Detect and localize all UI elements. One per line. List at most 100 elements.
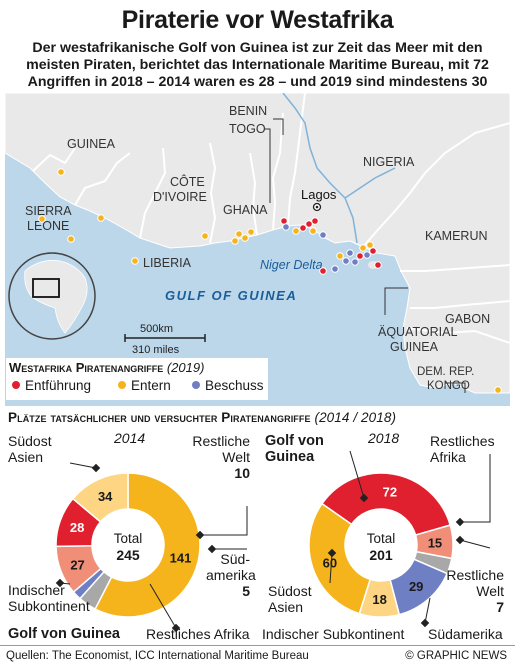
lagos-marker-center	[315, 205, 319, 209]
attack-dot	[292, 227, 300, 235]
lbl-text: Subkontinent	[8, 598, 90, 614]
lbl-value: 10	[234, 465, 250, 481]
lbl-text: Welt	[222, 449, 250, 465]
slice-value-label: 28	[70, 520, 84, 535]
legend-label: Entern	[131, 378, 171, 393]
attack-dot	[305, 220, 313, 228]
leader-line	[349, 450, 365, 499]
lbl-text: Asien	[268, 599, 304, 615]
lbl-text: Restliche	[446, 567, 504, 583]
attack-dot	[131, 257, 139, 265]
leader-line	[200, 506, 248, 536]
donut-slice	[71, 472, 129, 523]
attack-dot	[319, 231, 327, 239]
leader-line	[459, 539, 491, 549]
label-gabon: GABON	[445, 312, 490, 326]
lbl-text: Süd-	[220, 551, 250, 567]
donut-slice	[320, 472, 452, 536]
donut-center-label: Total	[367, 531, 396, 546]
leader-marker	[420, 618, 430, 628]
slice-value-label: 60	[323, 555, 337, 570]
lbl-value: 7	[496, 599, 504, 615]
label-eq-guinea-2: GUINEA	[390, 340, 439, 354]
lbl-text: Asien	[8, 449, 44, 465]
legend-title-text: Westafrika Piratenangriffe	[9, 360, 164, 375]
footer-credit: © GRAPHIC NEWS	[405, 650, 507, 662]
slice-value-label: 18	[372, 592, 386, 607]
blue-dot-icon	[192, 381, 200, 389]
legend-label: Beschuss	[205, 378, 264, 393]
label-drc-2: KONGO	[427, 380, 470, 392]
lbl-text: Südost	[268, 583, 312, 599]
legend-title: Westafrika Piratenangriffe (2019)	[9, 360, 204, 375]
attack-dot	[359, 244, 367, 252]
legend-item-beschuss: Beschuss	[192, 378, 264, 393]
attack-dot	[97, 214, 105, 222]
leader-marker	[359, 493, 369, 503]
label-cote: CÔTE	[170, 174, 205, 189]
label-sierra-leone: SIERRA	[25, 204, 72, 218]
lbl-value: 5	[242, 583, 250, 599]
red-dot-icon	[12, 381, 20, 389]
leader-marker	[91, 463, 101, 473]
label-togo: TOGO	[229, 122, 266, 136]
footer-sources: Quellen: The Economist, ICC Internationa…	[6, 650, 309, 662]
label-drc: DEM. REP.	[417, 366, 474, 378]
gulf-label: GULF OF GUINEA	[165, 288, 297, 303]
lbl-text: Restliche	[192, 433, 250, 449]
yellow-dot-icon	[118, 381, 126, 389]
lbl-2018-sea: Südost Asien	[268, 583, 312, 615]
globe-inset	[8, 252, 96, 340]
legend-year: (2019)	[166, 360, 205, 375]
label-eq-guinea: ÄQUATORIAL	[378, 325, 457, 339]
lbl-text: amerika	[206, 567, 256, 583]
niger-river	[282, 93, 396, 244]
country-labels: GUINEA SIERRA LEONE LIBERIA CÔTE D'IVOIR…	[25, 104, 490, 392]
lagos-label: Lagos	[301, 187, 337, 202]
attack-dot	[331, 265, 339, 273]
lbl-2018-rw: Restliche Welt 7	[442, 567, 504, 615]
lbl-2014-sea: Südost Asien	[8, 433, 52, 465]
label-sierra-leone-2: LEONE	[27, 219, 69, 233]
attack-dot	[282, 223, 290, 231]
map-panel: GUINEA SIERRA LEONE LIBERIA CÔTE D'IVOIR…	[5, 93, 510, 406]
lbl-text: Guinea	[265, 449, 315, 465]
lbl-2018-ra: Restliches Afrika	[430, 433, 495, 465]
chart-2014-year: 2014	[114, 430, 146, 446]
attack-dot	[57, 168, 65, 176]
slice-value-label: 72	[383, 485, 397, 500]
legend-label: Entführung	[25, 378, 92, 393]
attack-dot	[299, 224, 307, 232]
attack-dot	[351, 258, 359, 266]
attack-dot	[369, 247, 377, 255]
lbl-2014-ind: Indischer Subkontinent	[8, 582, 90, 614]
legend-item-entern: Entern	[118, 378, 171, 393]
map-legend: Westafrika Piratenangriffe (2019) Entfüh…	[6, 358, 268, 400]
attack-dot	[319, 267, 327, 275]
slice-value-label: 34	[98, 489, 113, 504]
scale-bar: 500km 310 miles	[124, 323, 206, 356]
attack-dots	[38, 168, 502, 394]
lbl-text: Golf von	[265, 433, 324, 449]
globe-locator	[32, 278, 60, 298]
label-liberia: LIBERIA	[143, 256, 192, 270]
lbl-2014-gog: Golf von Guinea	[8, 626, 120, 642]
section-years: (2014 / 2018)	[314, 410, 397, 425]
slice-value-label: 29	[409, 579, 423, 594]
niger-delta-label: Niger Delta	[260, 258, 323, 272]
section-header: Plätze tatsächlicher und versuchter Pira…	[8, 410, 396, 425]
country-borders	[32, 93, 510, 344]
donut-slice	[94, 472, 201, 618]
attack-dot	[342, 257, 350, 265]
attack-dot	[201, 232, 209, 240]
attack-dot	[235, 230, 243, 238]
attack-dot	[366, 241, 374, 249]
lbl-2014-sa: Süd-amerika 5	[206, 551, 256, 599]
attack-dot	[363, 251, 371, 259]
lbl-2014-rw: Restliche Welt 10	[192, 433, 250, 481]
lbl-text: Südost	[8, 433, 52, 449]
lbl-2018-ind: Indischer Subkontinent	[262, 626, 405, 642]
lbl-2014-ra: Restliches Afrika	[146, 626, 250, 642]
label-benin: BENIN	[229, 104, 267, 118]
